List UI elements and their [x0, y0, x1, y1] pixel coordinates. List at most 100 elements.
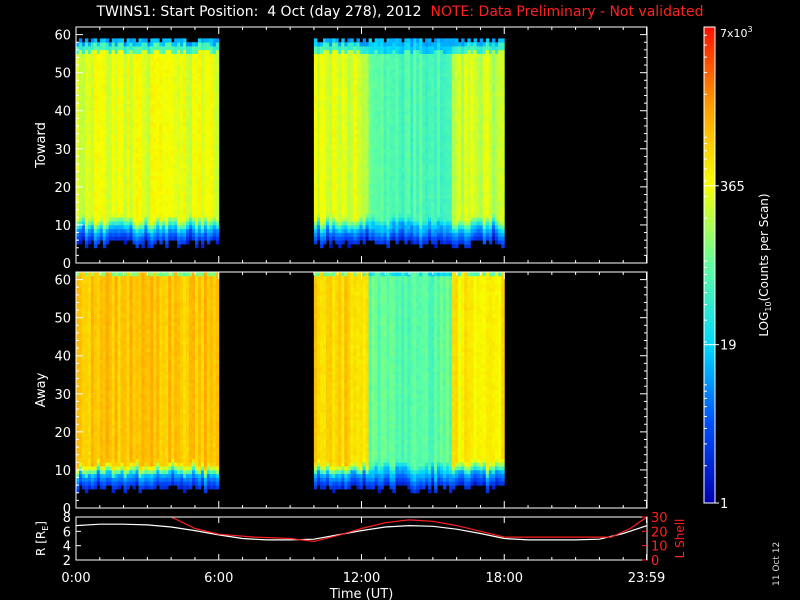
spectrogram-cell — [335, 160, 339, 165]
spectrogram-cell — [215, 217, 220, 222]
spectrogram-cell — [434, 194, 438, 199]
spectrogram-cell — [156, 236, 160, 241]
spectrogram-cell — [93, 53, 98, 58]
spectrogram-cell — [383, 110, 387, 115]
spectrogram-cell — [407, 186, 411, 192]
spectrogram-cell — [320, 152, 324, 157]
spectrogram-cell — [404, 167, 408, 172]
spectrogram-cell — [350, 202, 354, 207]
spectrogram-cell — [177, 213, 181, 218]
spectrogram-cell — [189, 186, 193, 192]
spectrogram-cell — [386, 80, 390, 85]
spectrogram-cell — [386, 171, 390, 176]
spectrogram-cell — [195, 232, 199, 237]
spectrogram-cell — [84, 103, 89, 108]
spectrogram-cell — [105, 175, 110, 180]
spectrogram-cell — [428, 46, 432, 51]
spectrogram-cell — [416, 133, 420, 138]
spectrogram-cell — [410, 72, 414, 77]
spectrogram-cell — [200, 183, 205, 188]
spectrogram-cell — [132, 126, 136, 131]
spectrogram-cell — [392, 209, 396, 214]
spectrogram-cell — [165, 57, 169, 62]
spectrogram-cell — [117, 232, 121, 237]
spectrogram-cell — [371, 103, 375, 108]
spectrogram-cell — [329, 152, 333, 157]
spectrogram-cell — [350, 224, 354, 230]
spectrogram-cell — [313, 236, 318, 241]
spectrogram-cell — [111, 87, 116, 93]
spectrogram-cell — [174, 213, 178, 218]
spectrogram-cell — [93, 57, 98, 62]
spectrogram-cell — [329, 118, 333, 123]
spectrogram-cell — [389, 183, 393, 188]
spectrogram-cell — [437, 103, 441, 108]
spectrogram-cell — [81, 194, 86, 199]
spectrogram-cell — [344, 95, 348, 100]
spectrogram-cell — [215, 224, 220, 230]
spectrogram-cell — [422, 232, 426, 237]
spectrogram-cell — [344, 122, 348, 127]
spectrogram-cell — [114, 186, 119, 192]
spectrogram-cell — [377, 95, 381, 100]
spectrogram-cell — [180, 164, 184, 169]
spectrogram-cell — [434, 148, 438, 153]
spectrogram-cell — [398, 137, 402, 142]
spectrogram-cell — [162, 110, 166, 115]
spectrogram-cell — [356, 122, 360, 127]
spectrogram-cell — [79, 91, 83, 96]
spectrogram-cell — [437, 221, 441, 226]
spectrogram-cell — [317, 84, 321, 89]
spectrogram-cell — [374, 194, 378, 199]
spectrogram-cell — [347, 164, 351, 169]
spectrogram-cell — [371, 179, 375, 184]
spectrogram-cell — [365, 65, 369, 70]
spectrogram-cell — [212, 205, 217, 211]
spectrogram-cell — [144, 171, 148, 176]
spectrogram-cell — [200, 194, 205, 199]
spectrogram-cell — [197, 217, 202, 222]
spectrogram-cell — [398, 65, 402, 70]
spectrogram-cell — [425, 91, 429, 96]
spectrogram-cell — [410, 232, 414, 237]
spectrogram-cell — [132, 42, 136, 47]
spectrogram-cell — [108, 87, 113, 93]
spectrogram-cell — [317, 141, 321, 146]
spectrogram-cell — [129, 194, 133, 199]
spectrogram-cell — [132, 240, 136, 245]
spectrogram-cell — [365, 179, 369, 184]
spectrogram-cell — [209, 91, 214, 96]
spectrogram-cell — [407, 61, 411, 66]
spectrogram-cell — [320, 42, 324, 47]
spectrogram-cell — [153, 183, 157, 188]
spectrogram-cell — [126, 57, 130, 62]
spectrogram-cell — [329, 122, 333, 127]
spectrogram-cell — [437, 42, 441, 47]
spectrogram-cell — [323, 228, 327, 233]
spectrogram-cell — [335, 152, 339, 157]
spectrogram-cell — [168, 236, 172, 241]
spectrogram-cell — [138, 198, 142, 203]
spectrogram-cell — [377, 240, 381, 245]
spectrogram-cell — [443, 224, 447, 230]
spectrogram-cell — [215, 61, 220, 66]
spectrogram-cell — [374, 141, 378, 146]
spectrogram-cell — [144, 122, 148, 127]
spectrogram-cell — [183, 152, 187, 157]
spectrogram-cell — [138, 65, 142, 70]
spectrogram-cell — [404, 236, 408, 241]
spectrogram-cell — [380, 95, 384, 100]
spectrogram-cell — [443, 202, 447, 207]
spectrogram-cell — [117, 148, 121, 153]
spectrogram-cell — [200, 148, 205, 153]
spectrogram-cell — [93, 49, 98, 54]
spectrogram-cell — [398, 42, 402, 47]
spectrogram-cell — [407, 110, 411, 115]
spectrogram-cell — [413, 110, 417, 115]
spectrogram-cell — [186, 232, 190, 237]
spectrogram-cell — [428, 110, 432, 115]
spectrogram-cell — [434, 171, 438, 176]
spectrogram-cell — [395, 129, 399, 134]
spectrogram-cell — [200, 68, 205, 74]
